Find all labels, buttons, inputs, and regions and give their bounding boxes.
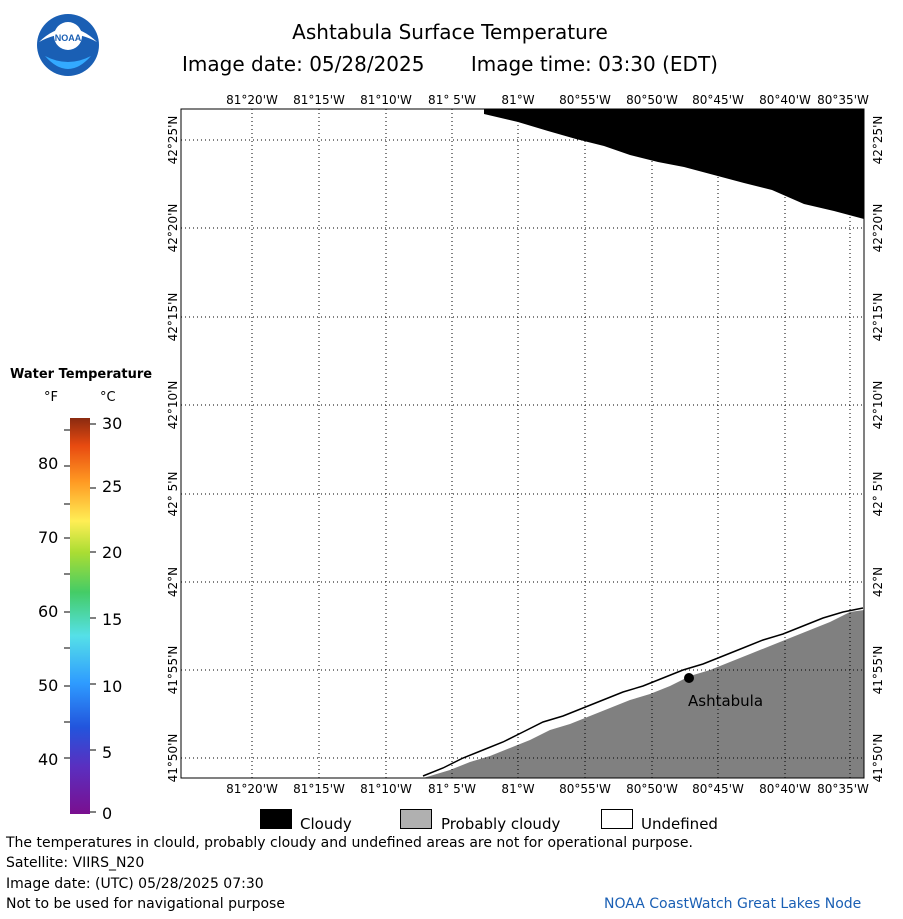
lat-label-left: 42°20'N <box>166 204 180 253</box>
lat-label-right: 42° 5'N <box>871 472 885 517</box>
footer-nav-note: Not to be used for navigational purpose <box>6 896 285 912</box>
legend-unit-c: °C <box>100 390 116 405</box>
lon-label: 80°40'W <box>759 782 811 796</box>
ashtabula-marker <box>684 673 694 683</box>
lon-label: 81° 5'W <box>428 782 476 796</box>
undefined-label: Undefined <box>641 815 718 833</box>
coastline <box>422 607 864 777</box>
lon-label: 81°15'W <box>293 93 345 107</box>
lat-label-left: 42° 5'N <box>166 472 180 517</box>
c-tick: 5 <box>102 743 113 762</box>
legend-title: Water Temperature <box>10 367 153 382</box>
lon-label: 81°20'W <box>226 93 278 107</box>
footer-note: The temperatures in clould, probably clo… <box>6 835 693 851</box>
lat-label-right: 42°10'N <box>871 381 885 430</box>
legend-unit-f: °F <box>44 390 58 405</box>
lon-label: 80°50'W <box>626 782 678 796</box>
color-scale <box>64 418 96 814</box>
lon-label: 80°55'W <box>559 93 611 107</box>
lon-label: 80°50'W <box>626 93 678 107</box>
lon-label: 81°15'W <box>293 782 345 796</box>
lat-label-right: 42°25'N <box>871 116 885 165</box>
lat-label-right: 41°50'N <box>871 734 885 783</box>
lon-label: 81°W <box>501 782 535 796</box>
footer-credit: NOAA CoastWatch Great Lakes Node <box>604 896 862 912</box>
city-label: Ashtabula <box>688 692 763 710</box>
lon-label: 80°40'W <box>759 93 811 107</box>
c-tick: 10 <box>102 677 123 696</box>
lon-label: 81°W <box>501 93 535 107</box>
f-tick: 50 <box>38 676 59 695</box>
image-datetime: Image date: 05/28/2025 Image time: 03:30… <box>120 52 780 76</box>
c-tick: 20 <box>102 543 123 562</box>
cloudy-label: Cloudy <box>300 815 352 833</box>
footer-satellite: Satellite: VIIRS_N20 <box>6 855 145 871</box>
lon-label: 81°10'W <box>360 782 412 796</box>
page-title: Ashtabula Surface Temperature <box>292 20 608 44</box>
footer-utc-date: Image date: (UTC) 05/28/2025 07:30 <box>6 876 264 892</box>
lon-label: 80°35'W <box>817 782 869 796</box>
c-tick: 15 <box>102 610 123 629</box>
lat-label-right: 42°20'N <box>871 204 885 253</box>
lat-label-left: 42°N <box>166 567 180 597</box>
c-tick: 0 <box>102 804 113 823</box>
lat-label-right: 42°N <box>871 567 885 597</box>
lon-label: 80°35'W <box>817 93 869 107</box>
lat-label-left: 42°25'N <box>166 116 180 165</box>
lon-label: 81°10'W <box>360 93 412 107</box>
lon-label: 81°20'W <box>226 782 278 796</box>
lat-label-left: 41°55'N <box>166 646 180 695</box>
undefined-swatch <box>601 809 633 829</box>
lon-label: 81° 5'W <box>428 93 476 107</box>
image-date: Image date: 05/28/2025 <box>182 52 425 76</box>
lat-label-right: 42°15'N <box>871 293 885 342</box>
noaa-logo: NOAA <box>37 14 99 76</box>
logo-text: NOAA <box>55 33 82 43</box>
f-tick: 60 <box>38 602 59 621</box>
lat-label-left: 42°15'N <box>166 293 180 342</box>
cloud-region <box>484 109 864 219</box>
probably-cloudy-label: Probably cloudy <box>441 815 561 833</box>
lat-label-left: 41°50'N <box>166 734 180 783</box>
c-tick: 25 <box>102 477 123 496</box>
probably-cloudy-swatch <box>400 809 432 829</box>
lon-label: 80°55'W <box>559 782 611 796</box>
f-tick: 70 <box>38 528 59 547</box>
c-tick: 30 <box>102 414 123 433</box>
cloudy-swatch <box>260 809 292 829</box>
lat-label-left: 42°10'N <box>166 381 180 430</box>
image-time: Image time: 03:30 (EDT) <box>470 52 718 76</box>
lat-label-right: 41°55'N <box>871 646 885 695</box>
f-tick: 40 <box>38 750 59 769</box>
lon-label: 80°45'W <box>692 93 744 107</box>
lon-label: 80°45'W <box>692 782 744 796</box>
land-region <box>423 610 864 778</box>
f-tick: 80 <box>38 454 59 473</box>
